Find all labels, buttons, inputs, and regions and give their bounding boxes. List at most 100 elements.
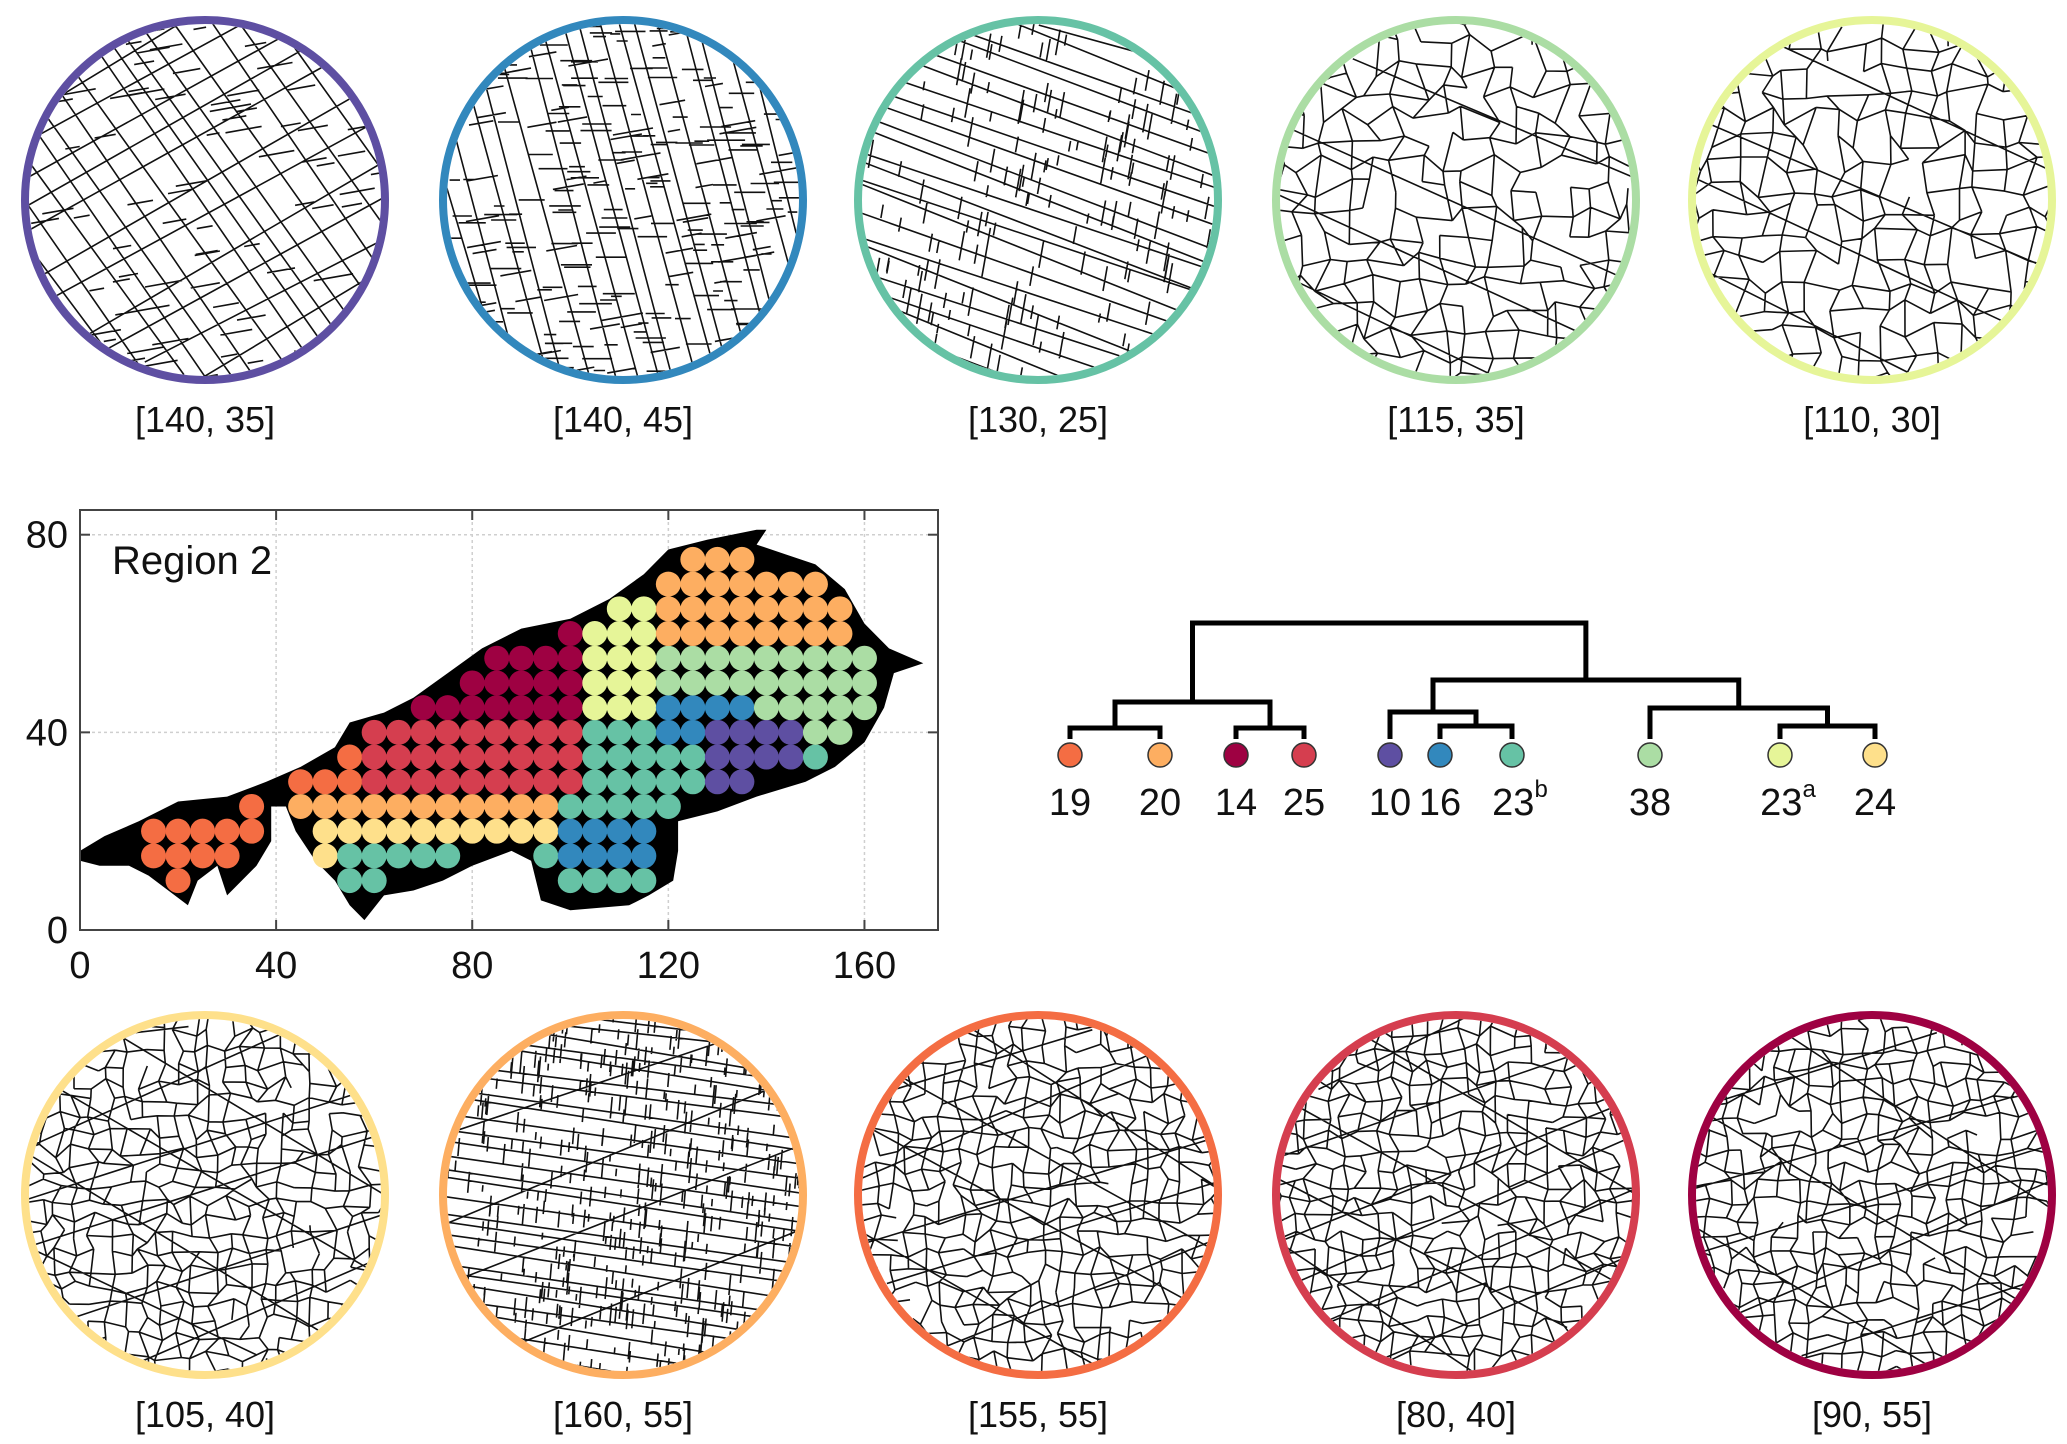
fracture-network [447, 1019, 799, 1371]
sample-dot [533, 744, 559, 770]
leaf-superscript: a [1802, 776, 1816, 803]
leaf-label: 23 [1760, 782, 1802, 824]
sample-dot [753, 596, 779, 622]
svg-text:14: 14 [1215, 782, 1257, 824]
leaf-label: 38 [1629, 782, 1671, 824]
sample-dot [680, 571, 706, 597]
sample-dot [631, 868, 657, 894]
sample-dot [606, 670, 632, 696]
sample-dot [435, 744, 461, 770]
fracture-panel: [110, 30] [1688, 16, 2056, 440]
sample-dot [214, 818, 240, 844]
sample-dot [557, 621, 583, 647]
sample-dot [753, 621, 779, 647]
panel-label: [110, 30] [1803, 399, 1940, 440]
sample-dot [337, 769, 363, 795]
y-tick-label: 0 [47, 910, 68, 952]
fracture-network [1696, 1019, 2048, 1371]
sample-dot [729, 769, 755, 795]
fracture-panel: [80, 40] [1272, 1011, 1640, 1435]
sample-dots [141, 546, 877, 894]
svg-text:23b: 23b [1492, 776, 1548, 824]
panel-ring [854, 16, 1222, 384]
sample-dot [827, 621, 853, 647]
x-tick-label: 160 [833, 945, 896, 987]
sample-dot [704, 546, 730, 572]
sample-dot [459, 793, 485, 819]
region-label: Region 2 [112, 539, 272, 583]
leaf: 20 [1139, 742, 1181, 824]
sample-dot [582, 843, 608, 869]
sample-dot [802, 695, 828, 721]
sample-dot [606, 769, 632, 795]
sample-dot [631, 843, 657, 869]
sample-dot [508, 695, 534, 721]
panel-ring [21, 1011, 389, 1379]
sample-dot [190, 843, 216, 869]
sample-dot [827, 670, 853, 696]
x-tick-label: 120 [637, 945, 700, 987]
sample-dot [557, 843, 583, 869]
sample-dot [435, 769, 461, 795]
sample-dot [851, 645, 877, 671]
top-fracture-row: [140, 35] [140, 45] [130, 25] [115, 35] … [21, 16, 2056, 440]
sample-dot [361, 818, 387, 844]
fracture-panel: [140, 45] [439, 16, 807, 440]
sample-dot [508, 719, 534, 745]
sample-dot [631, 719, 657, 745]
sample-dot [753, 719, 779, 745]
sample-dot [582, 645, 608, 671]
sample-dot [680, 695, 706, 721]
panel-ring [1272, 1011, 1640, 1379]
sample-dot [386, 744, 412, 770]
sample-dot [778, 719, 804, 745]
leaf: 23b [1492, 742, 1548, 824]
sample-dot [239, 793, 265, 819]
panel-label: [155, 55] [968, 1394, 1108, 1435]
sample-dot [533, 843, 559, 869]
sample-dot [802, 744, 828, 770]
svg-text:10: 10 [1369, 782, 1411, 824]
sample-dot [802, 670, 828, 696]
sample-dot [508, 793, 534, 819]
leaf-marker [1223, 742, 1249, 768]
leaf-marker [1862, 742, 1888, 768]
leaf-marker [1637, 742, 1663, 768]
sample-dot [729, 621, 755, 647]
sample-dot [459, 744, 485, 770]
fracture-panel: [155, 55] [854, 1011, 1222, 1435]
sample-dot [435, 818, 461, 844]
sample-dot [729, 596, 755, 622]
sample-dot [435, 695, 461, 721]
sample-dot [631, 744, 657, 770]
x-tick-label: 40 [255, 945, 297, 987]
sample-dot [361, 843, 387, 869]
sample-dot [410, 695, 436, 721]
sample-dot [582, 695, 608, 721]
sample-dot [778, 596, 804, 622]
sample-dot [680, 546, 706, 572]
sample-dot [141, 843, 167, 869]
leaf-label: 24 [1854, 782, 1896, 824]
sample-dot [533, 769, 559, 795]
leaf-label: 23 [1492, 782, 1534, 824]
sample-dot [582, 719, 608, 745]
sample-dot [606, 719, 632, 745]
sample-dot [778, 695, 804, 721]
bottom-fracture-row: [105, 40] [160, 55] [155, 55] [80, 40] [… [21, 1011, 2056, 1435]
sample-dot [386, 769, 412, 795]
sample-dot [753, 645, 779, 671]
fracture-network [862, 1019, 1214, 1371]
sample-dot [557, 769, 583, 795]
svg-text:25: 25 [1283, 782, 1325, 824]
sample-dot [435, 793, 461, 819]
sample-dot [410, 769, 436, 795]
fracture-network [29, 24, 381, 376]
sample-dot [655, 621, 681, 647]
sample-dot [631, 596, 657, 622]
sample-dot [606, 843, 632, 869]
sample-dot [459, 695, 485, 721]
sample-dot [827, 695, 853, 721]
sample-dot [729, 546, 755, 572]
sample-dot [582, 818, 608, 844]
